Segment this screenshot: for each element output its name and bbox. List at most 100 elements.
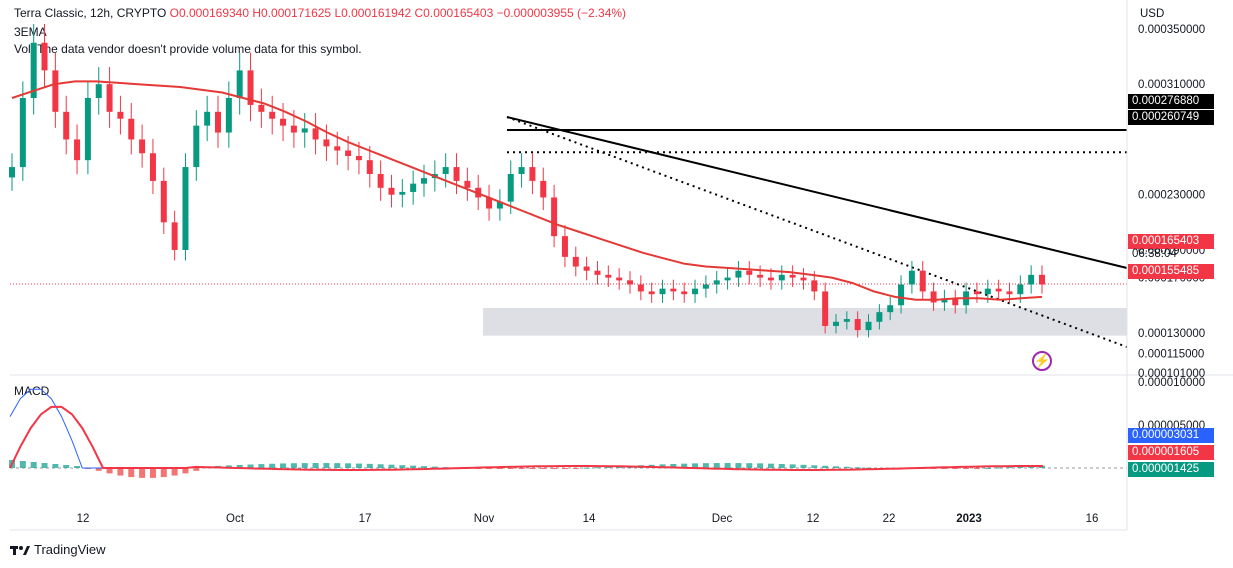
candle-body	[30, 42, 37, 99]
price-tick-label: 0.000115000	[1138, 349, 1204, 361]
macd-hist-bar	[518, 468, 525, 469]
macd-hist-bar	[1028, 466, 1035, 468]
candle-body	[95, 84, 102, 99]
support-zone-rect	[483, 307, 1127, 336]
macd-hist-bar	[583, 467, 590, 469]
macd-hist-bar	[30, 462, 37, 468]
trendlines	[506, 116, 1128, 348]
ema-line	[11, 80, 1043, 301]
candle-body	[702, 284, 709, 289]
macd-hist-bar	[52, 464, 59, 468]
candles	[9, 23, 1045, 338]
macd-hist-bar	[800, 464, 807, 468]
macd-hist-bar	[1006, 467, 1013, 469]
chart-header: Terra Classic, 12h, CRYPTO O0.000169340 …	[14, 6, 626, 20]
horizontal-levels	[10, 128, 1127, 285]
macd-label[interactable]: MACD	[14, 384, 50, 398]
candle-body	[128, 118, 135, 140]
candle-body	[410, 183, 417, 192]
macd-hist-bar	[702, 463, 709, 468]
candle-body	[995, 288, 1002, 292]
macd-hist-bar	[74, 466, 81, 468]
time-tick-label: Dec	[712, 513, 733, 525]
macd-hist-bar	[106, 468, 113, 474]
macd-panel	[9, 388, 1127, 478]
candle-body	[637, 284, 644, 292]
candle-body	[605, 274, 612, 278]
candle-body	[171, 222, 178, 250]
macd-hist-bar	[431, 466, 438, 468]
macd-tick-label: 0.000010000	[1138, 377, 1205, 389]
price-tick-label: 0.000230000	[1138, 190, 1205, 202]
candle-body	[1017, 284, 1024, 295]
macd-hist-bar	[160, 468, 167, 478]
candle-body	[236, 70, 243, 99]
macd-hist-bar	[63, 465, 70, 468]
macd-hist-bar	[366, 463, 373, 468]
macd-hist-bar	[301, 463, 308, 468]
candle-body	[442, 167, 449, 174]
macd-hist-bar	[692, 463, 699, 468]
macd-hist-bar	[540, 468, 547, 469]
axes: 0.0003500000.0003100000.0002300000.00019…	[10, 0, 1233, 531]
candle-body	[627, 280, 633, 285]
macd-hist-bar	[334, 463, 341, 468]
brand-label: TradingView	[34, 542, 106, 557]
time-tick-label: 12	[807, 513, 820, 525]
candle-body	[496, 201, 503, 209]
candle-body	[149, 153, 156, 181]
time-tick-label: 16	[1086, 513, 1099, 525]
candle-body	[117, 111, 124, 119]
candle-body	[952, 298, 959, 306]
candle-body	[52, 70, 59, 112]
candle-body	[301, 128, 308, 133]
symbol-title[interactable]: Terra Classic, 12h, CRYPTO	[14, 6, 167, 20]
candle-body	[355, 156, 362, 161]
candle-body	[778, 274, 785, 281]
macd-hist-bar	[713, 463, 720, 468]
candle-body	[724, 277, 731, 281]
candle-body	[887, 305, 894, 313]
support-zone	[483, 307, 1127, 336]
time-tick-label: 17	[359, 513, 372, 525]
candle-body	[583, 266, 590, 271]
macd-hist-bar	[735, 463, 742, 468]
countdown-label: 06:38:04	[1132, 248, 1177, 260]
macd-hist-bar	[193, 468, 200, 471]
candle-body	[399, 191, 406, 195]
tv-logo-icon	[10, 544, 30, 556]
candle-body	[258, 104, 265, 112]
macd-hist-bar	[377, 464, 384, 468]
macd-hist-bar	[833, 466, 839, 468]
macd-hist-bar	[659, 464, 666, 468]
macd-hist-bar	[247, 464, 254, 468]
candle-body	[84, 98, 91, 161]
candle-body	[540, 180, 547, 198]
macd-hist-bar	[149, 468, 156, 478]
candle-body	[833, 321, 839, 326]
candle-body	[670, 288, 677, 292]
macd-hist-bar	[778, 463, 785, 468]
macd-hist-bar	[225, 465, 232, 468]
candle-body	[464, 180, 471, 188]
candle-body	[973, 291, 980, 295]
signal-line	[9, 405, 1043, 471]
macd-hist-bar	[312, 463, 319, 468]
macd-hist-bar	[681, 463, 688, 468]
candle-body	[811, 280, 818, 292]
macd-hist-bar	[95, 468, 102, 471]
lightning-icon[interactable]: ⚡	[1032, 351, 1052, 371]
tradingview-logo[interactable]: TradingView	[10, 542, 106, 557]
candle-body	[930, 291, 937, 303]
candle-body	[735, 270, 742, 278]
signal-price-tag: 0.000001605	[1128, 445, 1214, 460]
candle-body	[41, 42, 48, 71]
candle-body	[453, 167, 460, 181]
candle-body	[843, 319, 850, 322]
candle-body	[876, 312, 883, 322]
macd-hist-bar	[128, 468, 135, 478]
time-tick-label: Oct	[226, 513, 245, 525]
ema-indicator-label[interactable]: 3EMA	[14, 25, 47, 39]
candle-body	[486, 197, 493, 209]
